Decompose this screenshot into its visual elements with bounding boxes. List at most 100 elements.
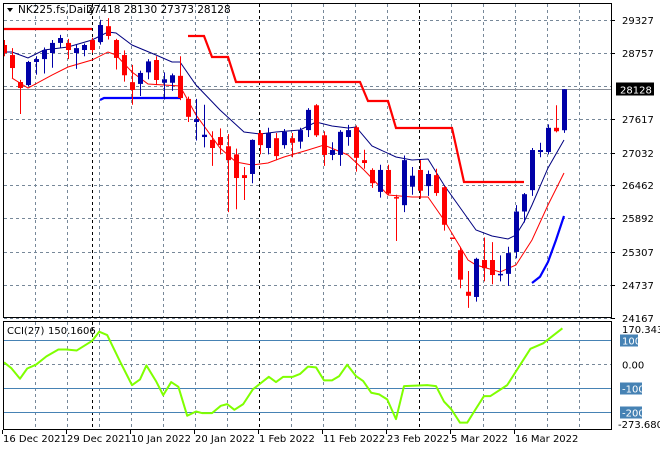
candle-body <box>130 82 135 90</box>
candle <box>178 56 183 101</box>
ohlc-values: 27418 28130 27373 28128 <box>87 4 231 16</box>
candle-body <box>42 50 47 60</box>
candle <box>474 257 479 302</box>
current-price-badge <box>616 82 654 96</box>
candle-body <box>482 260 487 269</box>
cci-line <box>4 327 564 424</box>
price-plot <box>4 18 611 308</box>
candle-body <box>162 79 167 83</box>
candle <box>10 48 15 79</box>
candle-body <box>98 25 103 43</box>
y-tick-label: 29327 <box>622 16 654 27</box>
candle-body <box>530 150 535 191</box>
cci-panel-frame <box>3 321 612 430</box>
candle <box>114 38 119 70</box>
cci-level-label: -200 <box>622 409 645 420</box>
candle-body <box>362 160 367 164</box>
candle-body <box>170 75 175 83</box>
cci-level-label: 0.00 <box>622 361 644 372</box>
candle <box>562 89 567 133</box>
candle <box>482 237 487 282</box>
candle-body <box>386 169 391 194</box>
candle-body <box>402 160 407 206</box>
cci-level-label: -100 <box>622 385 645 396</box>
candle-body <box>562 89 567 131</box>
candle-body <box>458 250 463 280</box>
candle <box>394 194 399 241</box>
y-tick-label: 24167 <box>622 314 654 325</box>
candle <box>426 170 431 196</box>
candle-body <box>154 60 159 80</box>
candle <box>98 19 103 45</box>
candle <box>514 205 519 259</box>
x-tick-label: 29 Dec 2021 <box>67 434 131 445</box>
cci-level-label: 100 <box>622 337 641 348</box>
y-tick-label: 25307 <box>622 248 654 259</box>
price-panel-frame <box>3 3 612 318</box>
candle <box>146 59 151 80</box>
candle-body <box>450 237 455 239</box>
candle <box>370 168 375 188</box>
candle-body <box>234 154 239 179</box>
symbol-label: NK225.fs,Daily <box>18 4 95 16</box>
candle-body <box>186 98 191 117</box>
candle-body <box>474 258 479 297</box>
candle-body <box>410 175 415 187</box>
candle <box>306 108 311 138</box>
candle <box>82 43 87 57</box>
candle-body <box>306 109 311 131</box>
candle-body <box>330 150 335 155</box>
candle-body <box>50 42 55 54</box>
candle <box>354 125 359 172</box>
candle-body <box>370 169 375 184</box>
candle <box>138 70 143 97</box>
candle-body <box>250 139 255 174</box>
candle <box>322 131 327 166</box>
candle <box>58 34 63 48</box>
candle-body <box>122 55 127 76</box>
candle <box>90 37 95 53</box>
y-tick-label: 24737 <box>622 281 654 292</box>
candle-body <box>354 127 359 158</box>
cci-grid <box>4 322 611 429</box>
candle-body <box>322 135 327 155</box>
y-tick-label: 27617 <box>622 115 654 126</box>
candle-body <box>74 48 79 54</box>
candle-body <box>274 138 279 157</box>
candle-body <box>314 105 319 136</box>
candle <box>330 142 335 161</box>
current-price-label: 28128 <box>620 86 652 97</box>
candle-body <box>34 59 39 62</box>
cci-label: CCI(27) <box>7 326 45 337</box>
candle <box>106 18 111 40</box>
candle <box>162 72 167 100</box>
candle <box>226 134 231 213</box>
candle <box>522 193 527 223</box>
candle <box>122 50 127 82</box>
candle-body <box>522 194 527 212</box>
x-tick-label: 5 Mar 2022 <box>451 434 508 445</box>
candle <box>418 160 423 199</box>
candle <box>258 130 263 155</box>
x-tick-label: 20 Jan 2022 <box>195 434 255 445</box>
candle <box>4 40 7 57</box>
triangle-down-icon[interactable] <box>7 8 13 12</box>
candle <box>202 104 207 148</box>
candle <box>274 132 279 161</box>
cci-level-badge <box>620 406 642 419</box>
candle-body <box>346 130 351 138</box>
candle <box>242 167 247 200</box>
candle <box>130 64 135 105</box>
stepped-blue-line <box>531 215 566 284</box>
candle <box>290 132 295 158</box>
cci-value: 150.1606 <box>48 326 96 337</box>
candle <box>50 40 55 68</box>
candle-body <box>266 132 271 149</box>
candle <box>402 155 407 213</box>
candle-body <box>218 137 223 146</box>
candle-body <box>106 26 111 36</box>
candle <box>186 96 191 123</box>
candle-body <box>90 40 95 51</box>
candle <box>250 139 255 184</box>
